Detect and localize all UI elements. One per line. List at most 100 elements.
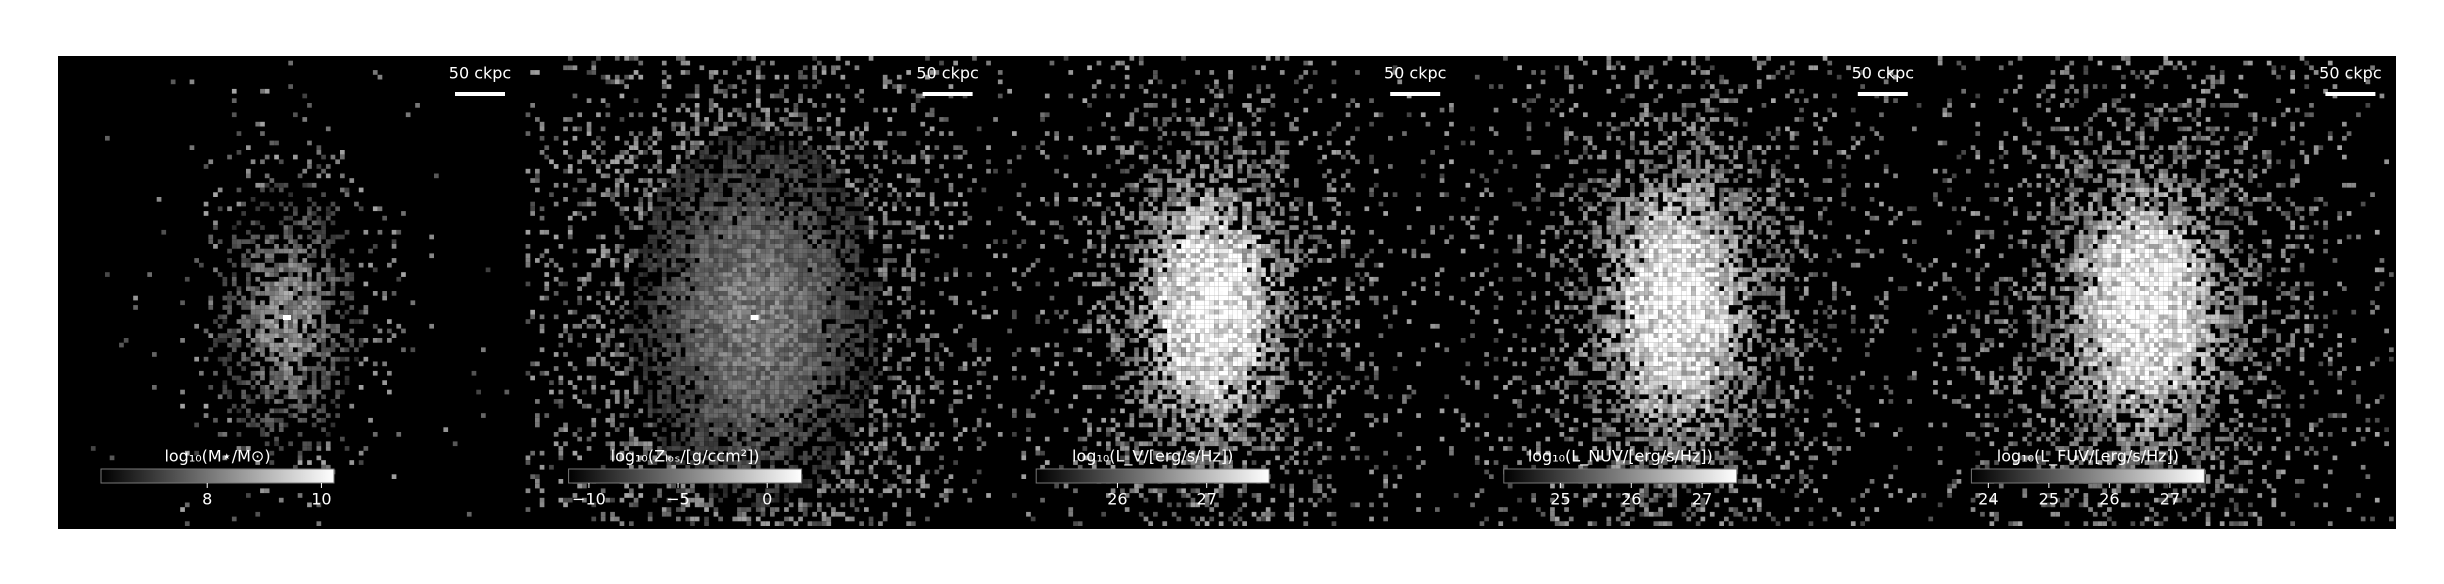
- pixel: [184, 521, 190, 526]
- pixel: [802, 173, 808, 179]
- pixel: [788, 201, 794, 207]
- pixel: [911, 187, 916, 193]
- pixel: [788, 267, 794, 273]
- pixel: [737, 229, 742, 235]
- pixel: [727, 291, 733, 296]
- pixel: [755, 103, 761, 108]
- pixel: [929, 422, 935, 428]
- pixel: [666, 178, 672, 183]
- pixel: [718, 173, 723, 179]
- pixel: [765, 229, 770, 235]
- pixel: [760, 300, 766, 306]
- pixel: [817, 220, 822, 226]
- pixel: [807, 314, 813, 320]
- pixel: [466, 511, 472, 517]
- pixel: [770, 323, 775, 329]
- pixel: [859, 248, 864, 254]
- pixel: [680, 361, 686, 367]
- pixel: [633, 333, 639, 338]
- pixel: [231, 88, 237, 94]
- pixel: [288, 84, 293, 89]
- pixel: [755, 422, 761, 428]
- pixel: [690, 173, 695, 179]
- pixel: [274, 436, 279, 442]
- pixel: [751, 276, 756, 282]
- pixel: [760, 276, 766, 282]
- pixel: [344, 375, 350, 381]
- pixel: [269, 267, 275, 273]
- pixel: [582, 201, 587, 207]
- pixel: [184, 450, 190, 456]
- pixel: [826, 333, 832, 338]
- pixel: [316, 286, 322, 291]
- pixel: [680, 291, 686, 296]
- pixel: [751, 215, 756, 221]
- pixel: [288, 403, 293, 409]
- pixel: [553, 314, 559, 320]
- pixel: [297, 408, 303, 414]
- pixel: [311, 375, 317, 381]
- pixel: [572, 366, 578, 371]
- pixel: [826, 314, 832, 320]
- pixel: [840, 347, 846, 353]
- pixel: [760, 375, 766, 381]
- pixel: [737, 74, 742, 80]
- pixel: [892, 502, 897, 508]
- pixel: [737, 385, 742, 390]
- pixel: [817, 474, 822, 479]
- pixel: [358, 309, 364, 315]
- pixel: [755, 140, 761, 146]
- pixel: [657, 450, 662, 456]
- pixel: [718, 258, 723, 263]
- pixel: [882, 201, 888, 207]
- pixel: [671, 182, 676, 188]
- pixel: [859, 460, 864, 465]
- pixel: [901, 267, 907, 273]
- pixel: [741, 178, 747, 183]
- pixel: [582, 319, 587, 324]
- pixel: [643, 356, 648, 362]
- pixel: [586, 295, 592, 301]
- pixel: [330, 422, 336, 428]
- pixel: [293, 338, 298, 343]
- pixel: [784, 121, 789, 127]
- pixel: [293, 352, 298, 357]
- pixel: [610, 413, 615, 418]
- pixel: [920, 300, 926, 306]
- pixel: [826, 521, 832, 526]
- pixel: [770, 328, 775, 334]
- pixel: [600, 126, 606, 132]
- pixel: [784, 272, 789, 277]
- pixel: [325, 352, 331, 357]
- pixel: [746, 258, 752, 263]
- pixel: [760, 507, 766, 512]
- pixel: [737, 361, 742, 367]
- pixel: [896, 88, 902, 94]
- pixel: [567, 168, 573, 174]
- pixel: [746, 385, 752, 390]
- pixel: [835, 65, 841, 71]
- pixel: [704, 394, 709, 400]
- pixel: [779, 422, 785, 428]
- pixel: [629, 521, 634, 526]
- pixel: [817, 253, 822, 259]
- pixel: [676, 253, 681, 259]
- pixel: [878, 140, 883, 146]
- pixel: [586, 131, 592, 136]
- pixel: [718, 140, 723, 146]
- pixel: [840, 131, 846, 136]
- pixel: [1007, 159, 1012, 165]
- pixel: [779, 319, 785, 324]
- pixel: [835, 258, 841, 263]
- pixel: [278, 347, 284, 353]
- pixel: [802, 507, 808, 512]
- pixel: [845, 60, 850, 66]
- pixel: [821, 488, 827, 494]
- pixel: [751, 192, 756, 197]
- pixel: [553, 135, 559, 141]
- pixel: [812, 408, 817, 414]
- pixel: [835, 286, 841, 291]
- pixel: [638, 197, 644, 202]
- pixel: [227, 300, 232, 306]
- pixel: [878, 286, 883, 291]
